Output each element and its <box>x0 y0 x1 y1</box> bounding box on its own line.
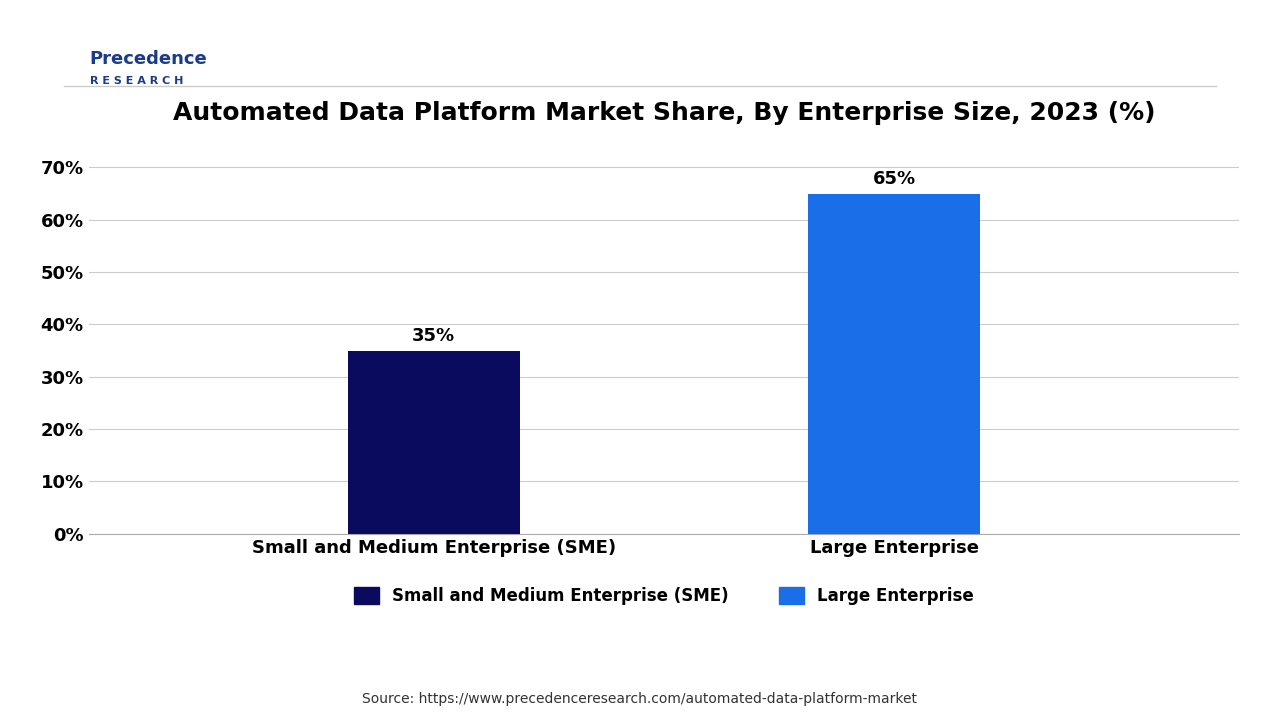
Text: Precedence: Precedence <box>90 50 207 68</box>
Text: 65%: 65% <box>873 171 915 189</box>
Bar <box>347 351 520 534</box>
Text: 35%: 35% <box>412 328 456 346</box>
Legend: Small and Medium Enterprise (SME), Large Enterprise: Small and Medium Enterprise (SME), Large… <box>347 580 980 612</box>
Text: Source: https://www.precedenceresearch.com/automated-data-platform-market: Source: https://www.precedenceresearch.c… <box>362 692 918 706</box>
Bar <box>808 194 980 534</box>
Text: R E S E A R C H: R E S E A R C H <box>90 76 183 86</box>
Title: Automated Data Platform Market Share, By Enterprise Size, 2023 (%): Automated Data Platform Market Share, By… <box>173 102 1156 125</box>
